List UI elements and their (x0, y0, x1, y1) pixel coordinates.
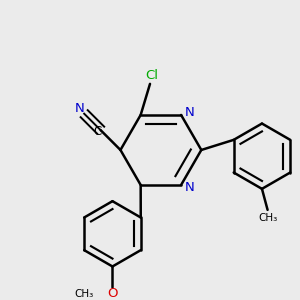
Text: N: N (75, 102, 84, 115)
Text: CH₃: CH₃ (75, 289, 94, 298)
Text: Cl: Cl (145, 69, 158, 82)
Text: C: C (93, 125, 102, 138)
Text: CH₃: CH₃ (258, 213, 277, 223)
Text: N: N (185, 106, 195, 119)
Text: O: O (107, 287, 118, 300)
Text: N: N (185, 181, 195, 194)
